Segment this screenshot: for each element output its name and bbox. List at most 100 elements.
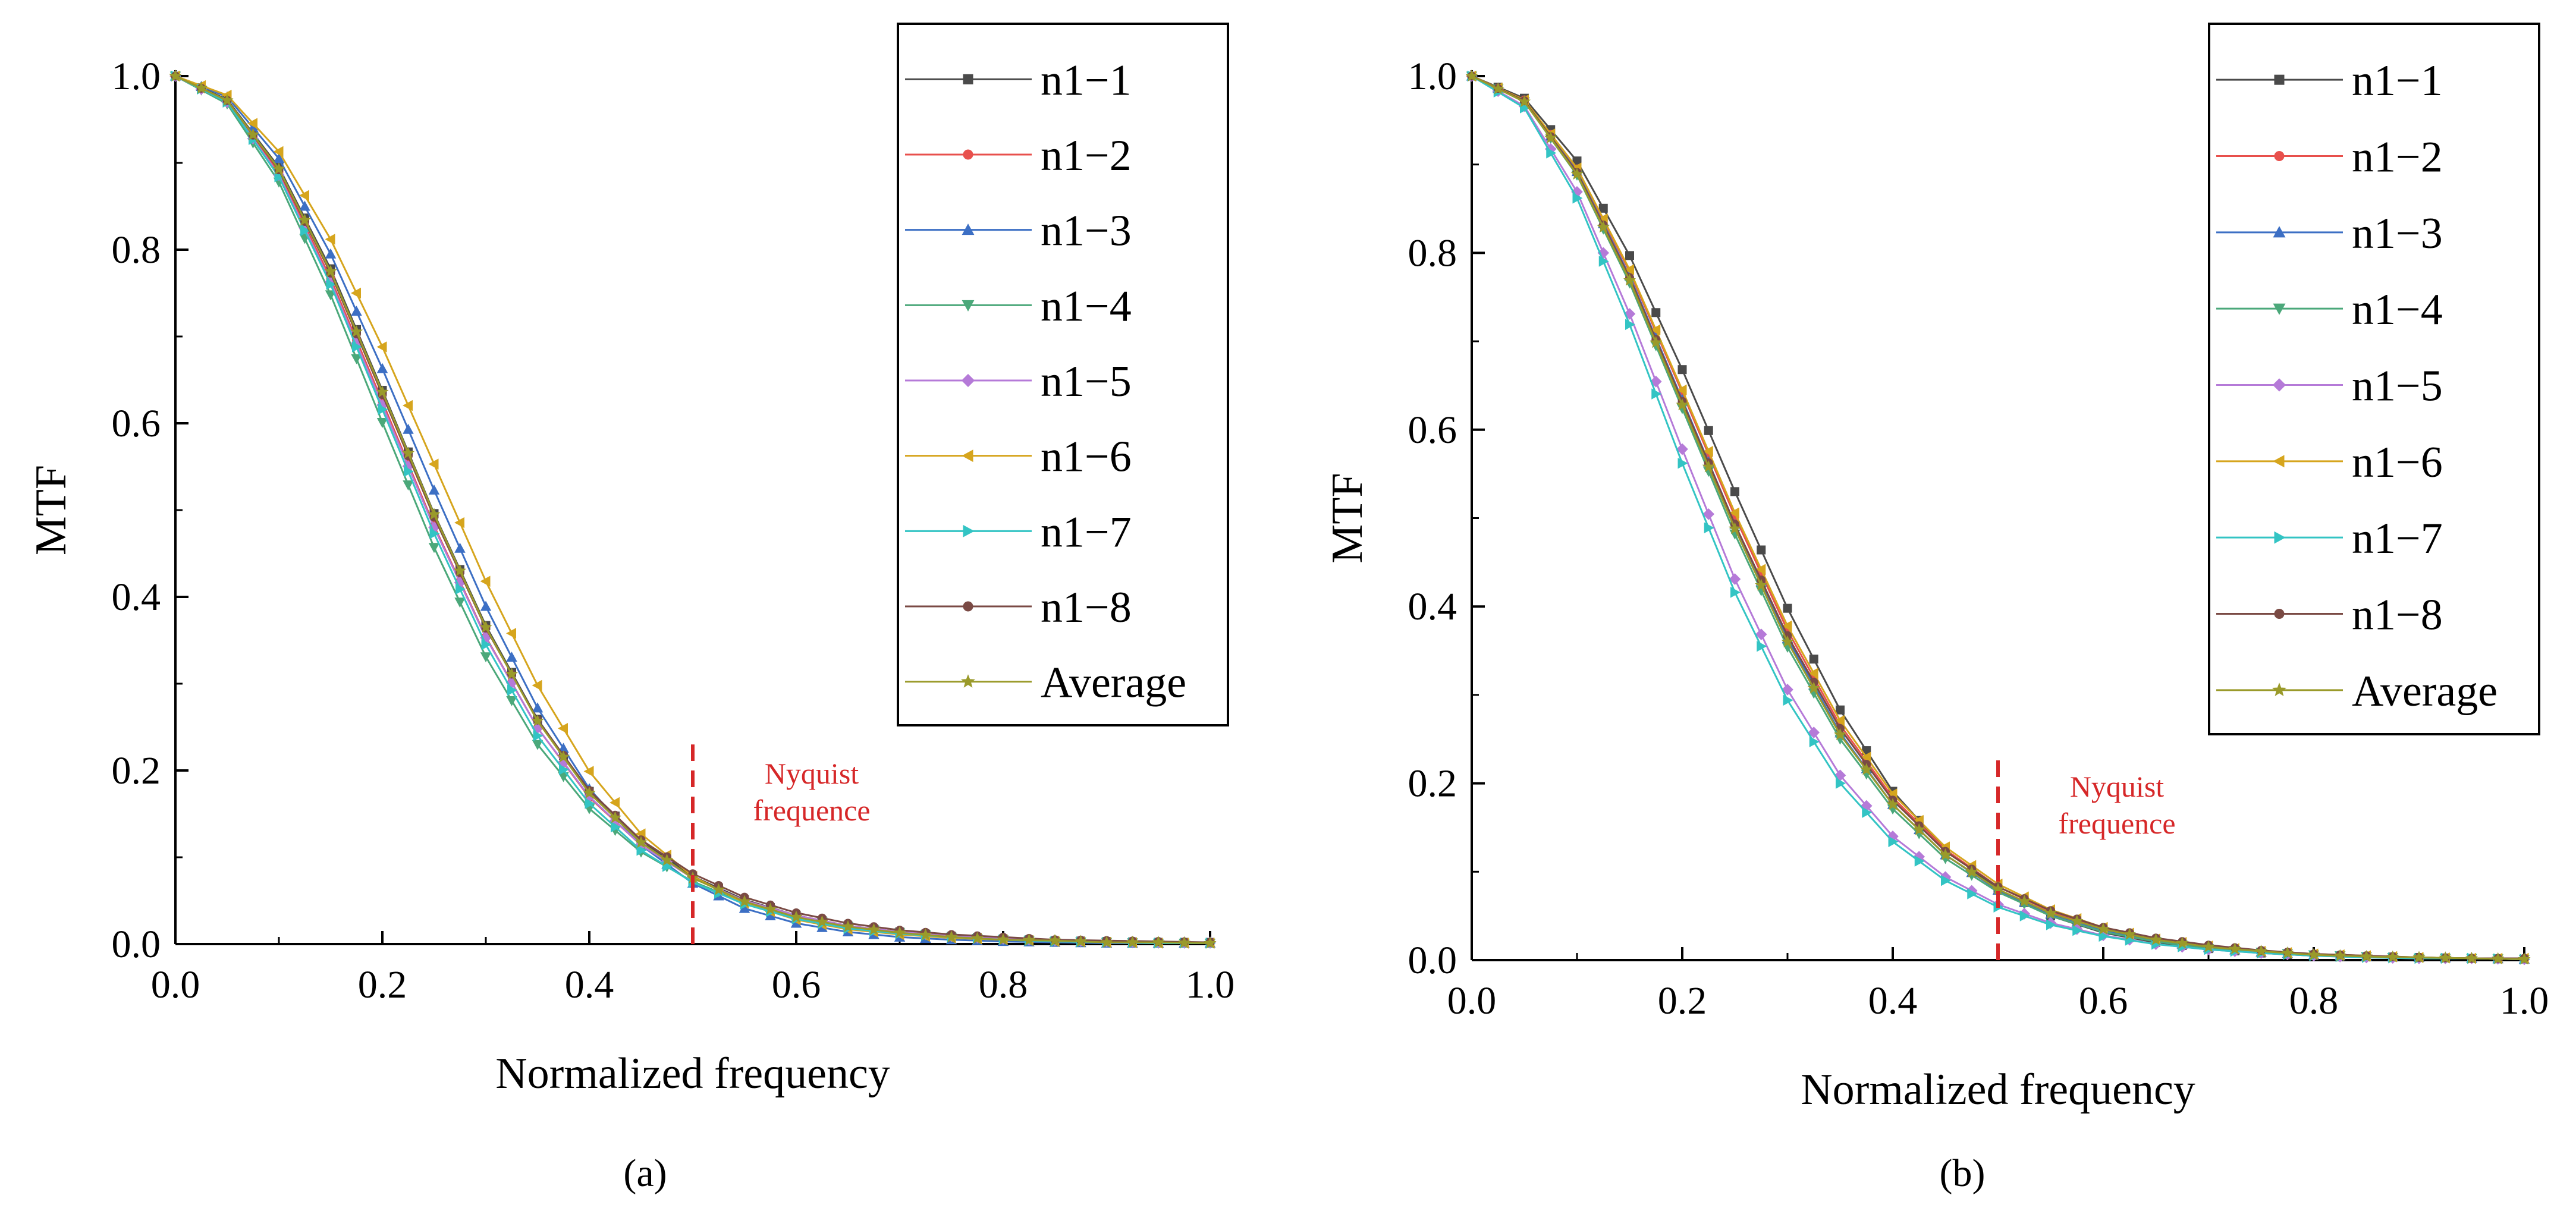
data-point [1755,628,1767,640]
data-point [1465,69,1478,82]
data-point [325,290,337,301]
data-point [169,69,182,82]
data-point [1546,147,1557,159]
data-point [506,628,516,639]
data-point [2123,927,2136,940]
legend-marker [963,524,975,537]
data-point [351,354,362,364]
data-point [608,811,622,823]
data-point [532,702,544,713]
data-point [660,853,674,866]
data-point [300,225,310,237]
legend-label: Average [1041,659,1186,707]
data-point [1809,655,1818,664]
legend-box [2208,23,2540,735]
x-tick-label: 0.8 [2289,979,2339,1023]
legend-marker [963,74,973,84]
data-point [790,910,803,923]
data-point [480,575,491,587]
data-point [1625,319,1635,331]
data-point [455,583,466,595]
data-point [1860,763,1873,775]
legend-item: Average [905,659,1186,707]
data-point [1834,715,1845,726]
data-point [1126,935,1139,948]
data-point [479,620,492,633]
data-point [1704,426,1713,435]
data-point [2492,952,2505,964]
data-point [506,652,517,662]
legend-marker [2273,455,2285,468]
data-point [403,423,414,434]
y-tick-label: 0.0 [1408,939,1457,982]
data-point [1886,798,1899,810]
legend-item: n1−4 [2216,285,2443,334]
data-point [815,915,829,927]
legend-label: n1−5 [2352,362,2443,411]
data-point [1862,807,1873,818]
data-point [2518,952,2531,965]
data-point [1782,620,1792,632]
data-point [1702,460,1715,473]
data-point [2254,944,2268,957]
data-point [1702,445,1713,457]
legend-marker [963,601,973,612]
y-axis-title: MTF [27,465,76,555]
data-point [2176,936,2189,949]
data-point [1100,935,1113,948]
data-point [634,836,648,848]
data-point [1650,324,1661,336]
legend-label: n1−4 [2352,285,2443,334]
chart-panel-a: 0.0 0.2 0.4 0.6 0.8 1.0 0.0 0.2 0.4 0.6 0.8 1.0 Norm… [27,23,1235,1195]
data-point [2202,940,2215,952]
data-point [2228,942,2241,955]
data-point [2018,894,2031,907]
data-point [1048,934,1061,946]
panel-label: (b) [1940,1152,1986,1195]
data-point [1625,251,1634,260]
legend-item: n1−8 [2216,591,2443,640]
x-tick-label: 0.4 [1868,979,1918,1023]
legend-label: n1−1 [1041,56,1132,105]
data-point [636,845,647,856]
x-axis-title: Normalized frequency [1801,1065,2195,1114]
legend-item: n1−1 [905,56,1132,105]
data-point [1755,578,1768,591]
x-axis-title: Normalized frequency [495,1049,890,1098]
legend-label: Average [2352,667,2498,716]
legend-item: n1−6 [905,433,1132,482]
data-point [532,680,542,691]
legend-label: n1−2 [1041,131,1132,180]
data-point [712,883,725,895]
legend-marker [963,149,973,160]
data-point [1676,384,1687,396]
data-point [1941,875,1951,886]
data-point [1702,508,1715,520]
data-point [403,480,414,491]
data-point [1518,95,1531,108]
x-tick-label: 1.0 [1186,963,1235,1006]
data-point [403,400,413,411]
data-point [1572,192,1583,204]
data-point [246,128,260,140]
data-point [611,821,621,833]
data-point [1808,668,1818,679]
data-point [404,465,414,477]
data-point [2465,951,2478,964]
data-point [1783,694,1793,706]
x-tick-label: 0.2 [358,963,407,1006]
data-point [1729,507,1739,518]
data-point [764,902,777,915]
data-point [505,667,519,680]
legend-item: Average [2216,667,2498,716]
nyquist-label: frequence [2058,807,2175,840]
y-tick-label: 0.4 [1408,585,1457,628]
y-tick-label: 0.6 [112,402,161,445]
data-point [1650,336,1663,348]
data-point [1676,398,1689,411]
data-point [352,341,362,353]
data-point [1888,836,1899,847]
legend-marker [2274,531,2286,544]
data-point [325,248,337,259]
